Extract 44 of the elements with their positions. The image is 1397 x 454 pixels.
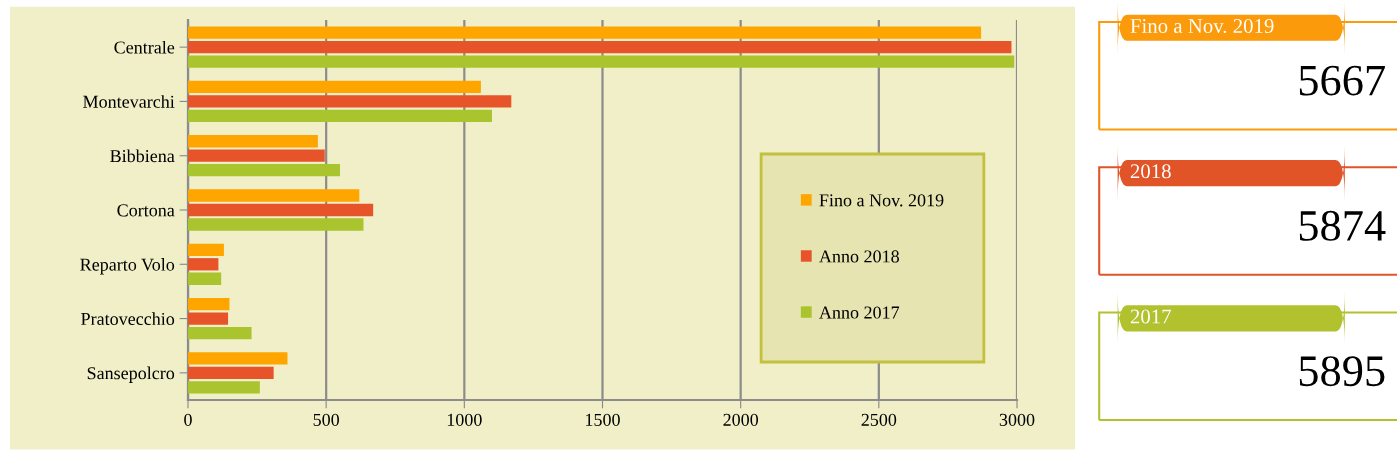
x-tick-label: 500 — [313, 413, 340, 426]
bar — [188, 243, 224, 256]
bar — [188, 272, 222, 285]
category-label: Fino a Nov. 2019 — [1130, 18, 1274, 34]
bar — [188, 326, 252, 340]
bar — [188, 366, 274, 380]
y-tick-label: Montevarchi — [83, 95, 175, 108]
bar — [188, 312, 229, 325]
x-tick-label: 0 — [184, 413, 192, 426]
x-tick-label: 1000 — [447, 413, 482, 426]
x-tick-label: 1500 — [586, 413, 620, 426]
legend-label: Fino a Nov. 2019 — [819, 194, 944, 207]
y-tick-label: Sansepolcro — [87, 366, 175, 383]
bar — [188, 203, 374, 217]
bar — [188, 381, 260, 394]
bar — [188, 40, 1012, 54]
data-label: 5895 — [1299, 356, 1385, 387]
bar — [188, 55, 1015, 68]
category-label: 2018 — [1130, 164, 1171, 179]
y-tick-label: Cortona — [117, 204, 175, 217]
y-tick-label: Centrale — [114, 40, 175, 54]
bar — [188, 80, 481, 94]
bar — [188, 135, 318, 148]
bar — [188, 258, 219, 271]
bar — [188, 109, 492, 123]
x-tick-label: 2500 — [861, 413, 897, 426]
bar — [188, 352, 288, 365]
y-tick-label: Reparto Volo — [80, 258, 175, 275]
data-label: 5874 — [1299, 210, 1386, 241]
bar — [188, 189, 360, 202]
data-label: 5667 — [1299, 65, 1385, 96]
bar — [188, 26, 982, 39]
x-tick-label: 2000 — [723, 413, 759, 426]
bar — [188, 218, 364, 231]
category-label: 2017 — [1130, 309, 1171, 324]
legend-label: Anno 2018 — [819, 250, 899, 263]
bar — [188, 149, 325, 162]
y-tick-label: Pratovecchio — [81, 312, 175, 326]
legend-label: Anno 2017 — [819, 306, 900, 319]
bar — [188, 95, 512, 108]
y-tick-label: Bibbiena — [110, 149, 175, 163]
bar — [188, 164, 340, 177]
bar — [188, 297, 230, 311]
x-tick-label: 3000 — [999, 413, 1035, 426]
